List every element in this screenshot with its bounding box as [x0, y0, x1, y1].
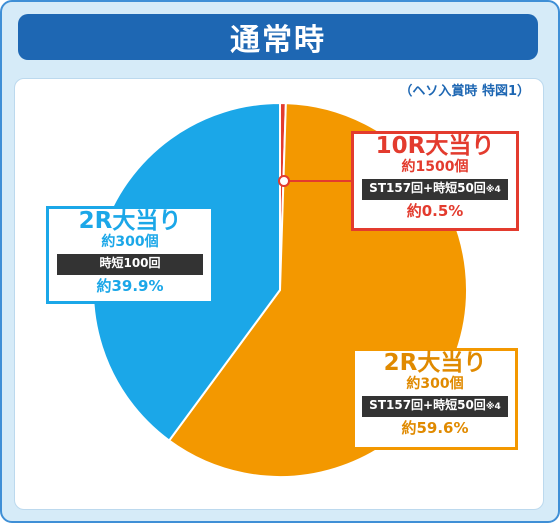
slice-label-percent: 約39.9% — [96, 277, 164, 295]
chart-title: 通常時 — [18, 14, 538, 60]
slice-label-title: 2R大当り — [383, 350, 487, 376]
slice-label-2r-jitan: 2R大当り 約300個 時短100回 約39.9% — [46, 206, 214, 304]
chart-subtitle: （ヘソ入賞時 特図1） — [399, 84, 530, 99]
slice-label-detail: 時短100回 — [57, 254, 203, 275]
leader-dot — [278, 175, 290, 187]
slice-label-title: 10R大当り — [375, 133, 495, 159]
slice-label-prize: 約300個 — [406, 376, 464, 392]
slice-label-detail: ST157回+時短50回※4 — [362, 179, 508, 200]
slice-label-10r: 10R大当り 約1500個 ST157回+時短50回※4 約0.5% — [351, 131, 519, 231]
slice-label-title: 2R大当り — [78, 208, 182, 234]
slice-label-2r-st: 2R大当り 約300個 ST157回+時短50回※4 約59.6% — [352, 348, 518, 450]
slice-label-prize: 約300個 — [101, 234, 159, 250]
slice-label-percent: 約59.6% — [401, 419, 469, 437]
slice-label-percent: 約0.5% — [406, 202, 464, 220]
slice-label-prize: 約1500個 — [401, 159, 469, 175]
slice-label-detail: ST157回+時短50回※4 — [362, 396, 508, 417]
